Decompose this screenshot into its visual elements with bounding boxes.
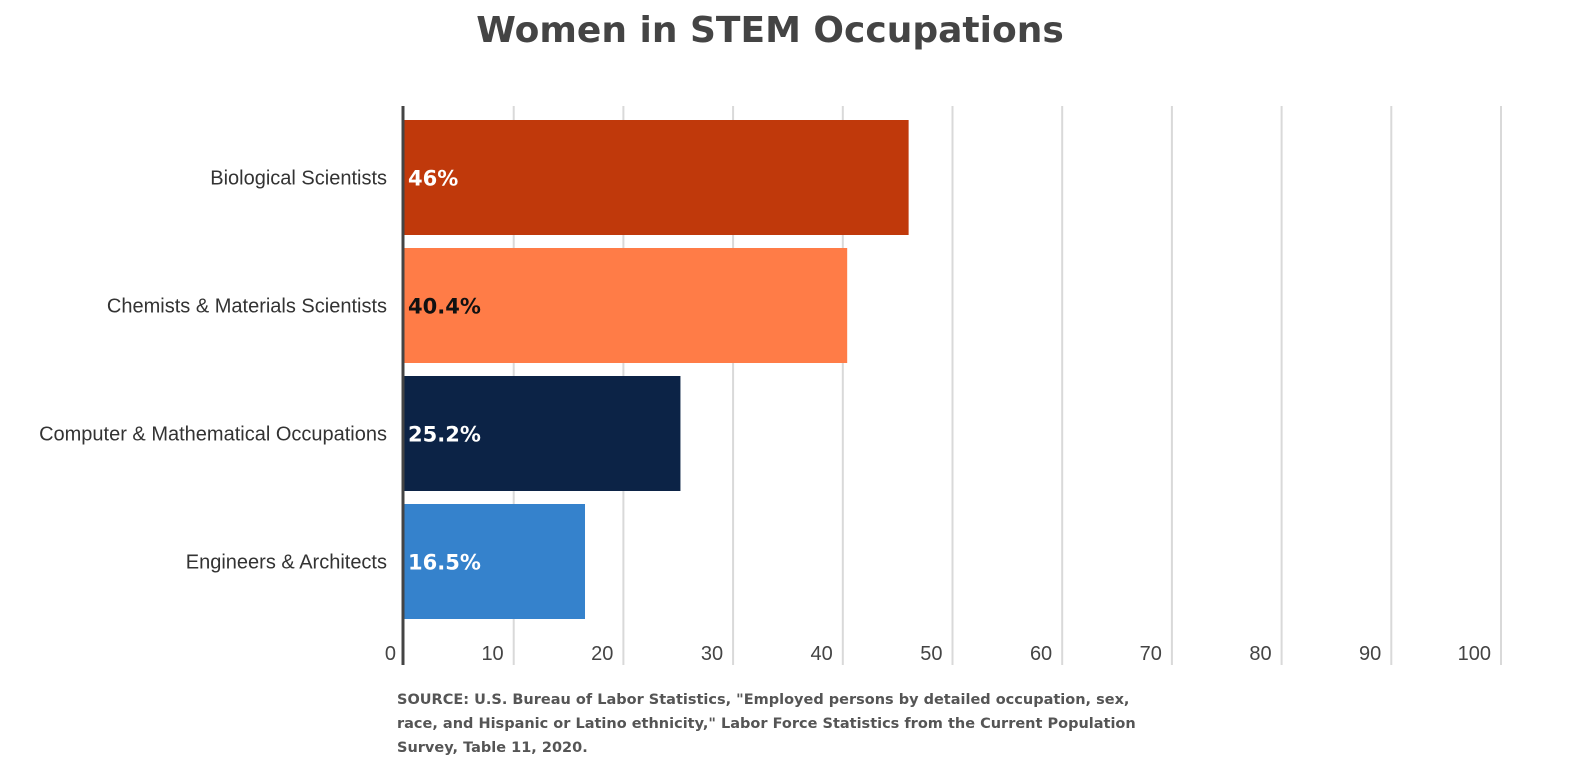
bar	[404, 120, 909, 235]
bar-data-label: 46%	[408, 167, 458, 191]
x-tick-label: 70	[1140, 643, 1162, 665]
x-tick-label: 0	[385, 643, 396, 665]
category-label: Chemists & Materials Scientists	[107, 296, 387, 318]
bar	[404, 248, 848, 363]
category-label: Biological Scientists	[210, 168, 387, 190]
x-tick-label: 90	[1359, 643, 1381, 665]
x-tick-label: 60	[1030, 643, 1052, 665]
x-tick-label: 20	[591, 643, 613, 665]
x-tick-label: 80	[1249, 643, 1271, 665]
x-axis-ticks: 0 10 20 30 40 50 60 70 80 90 100	[385, 643, 1491, 665]
x-tick-label: 50	[920, 643, 942, 665]
x-tick-label: 30	[701, 643, 723, 665]
chart-title: Women in STEM Occupations	[476, 10, 1064, 51]
x-tick-label: 100	[1458, 643, 1491, 665]
category-label: Engineers & Architects	[186, 552, 387, 574]
x-tick-label: 40	[811, 643, 833, 665]
bar-data-label: 16.5%	[408, 551, 481, 575]
bar-data-label: 25.2%	[408, 423, 481, 447]
bar	[404, 504, 586, 619]
bars: 46% 40.4% 25.2% 16.5%	[404, 120, 909, 619]
x-tick-label: 10	[481, 643, 503, 665]
bar	[404, 376, 681, 491]
category-label: Computer & Mathematical Occupations	[39, 424, 387, 446]
source-note: SOURCE: U.S. Bureau of Labor Statistics,…	[397, 692, 1136, 756]
bar-data-label: 40.4%	[408, 295, 481, 319]
category-labels: Biological Scientists Chemists & Material…	[39, 168, 387, 574]
